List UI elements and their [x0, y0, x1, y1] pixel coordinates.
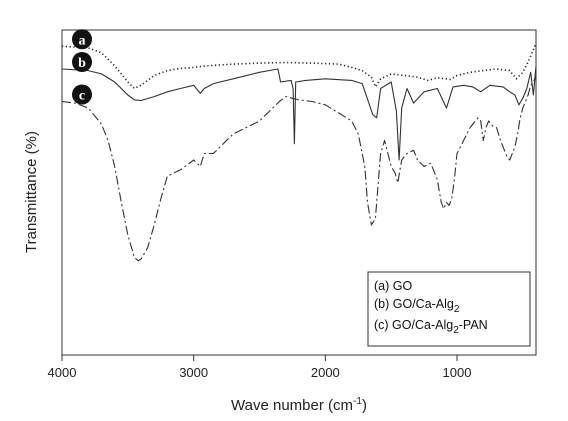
series-line-c: [61, 75, 537, 262]
x-axis-title: Wave number (cm-1): [231, 396, 367, 414]
x-tick-label: 4000: [48, 365, 77, 380]
x-tick-label: 1000: [443, 365, 472, 380]
series-badge-c: [72, 84, 92, 105]
legend-box: [367, 271, 531, 347]
series-badge-label-a: a: [79, 33, 86, 48]
legend-entry-a: (a) GO: [374, 279, 412, 293]
series-badge-a: [72, 29, 92, 50]
x-axis-ticks: 4000 3000 2000 1000: [48, 355, 472, 380]
legend-entry-b: (b) GO/Ca-Alg2: [374, 297, 460, 315]
x-tick-label: 3000: [179, 365, 208, 380]
series-badge-label-c: c: [79, 89, 85, 104]
series-line-b: [61, 65, 537, 161]
series-badges: ab c: [72, 29, 92, 105]
series-line-a: [61, 42, 537, 90]
legend-entry-c: (c) GO/Ca-Alg2-PAN: [374, 318, 488, 336]
legend: (a) GO (b) GO/Ca-Alg2 (c) GO/Ca-Alg2-PAN: [367, 271, 531, 347]
x-tick-label: 2000: [311, 365, 340, 380]
series-badge-label-b: b: [78, 56, 86, 71]
series-badge-b: [72, 52, 92, 72]
y-axis-title: Transmittance (%): [23, 131, 40, 253]
series-layer: [61, 42, 537, 262]
